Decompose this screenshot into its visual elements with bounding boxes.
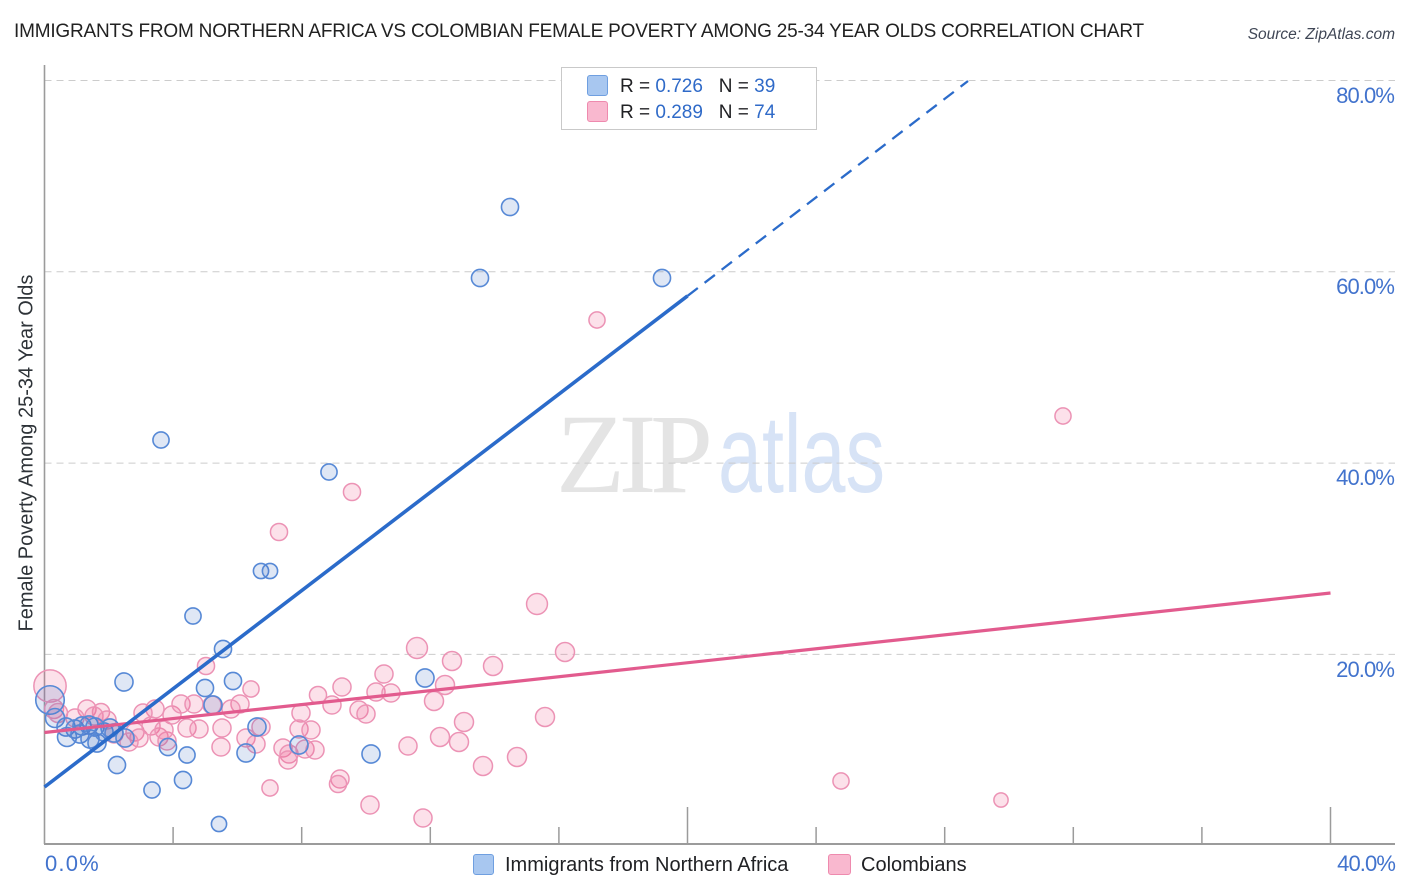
svg-text:atlas: atlas <box>718 393 885 516</box>
svg-text:ZIP: ZIP <box>556 392 713 517</box>
